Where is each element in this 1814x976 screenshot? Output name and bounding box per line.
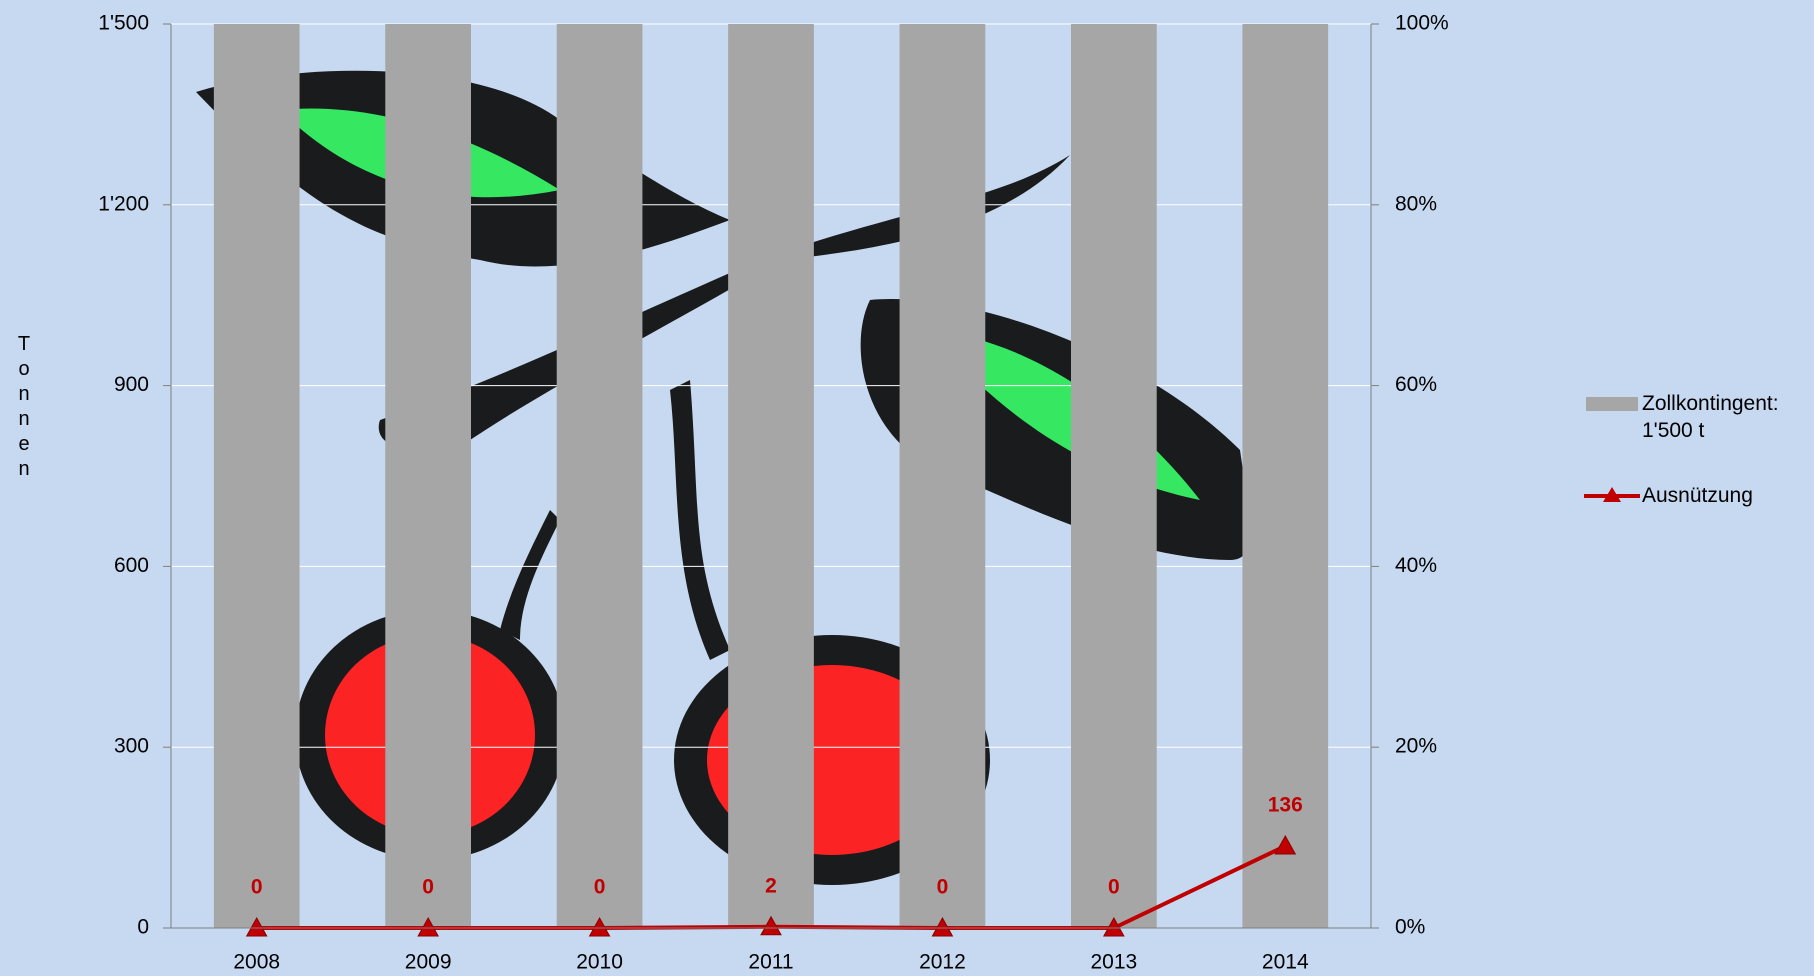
legend-symbol — [1586, 397, 1638, 411]
legend: Zollkontingent: 1'500 t Ausnützung — [1584, 390, 1812, 547]
y-tick-label: 300 — [114, 735, 149, 758]
bar — [899, 24, 986, 928]
bar — [728, 24, 814, 928]
bar — [556, 24, 643, 928]
y2-tick-label: 80% — [1395, 192, 1437, 215]
y2-tick-label: 40% — [1395, 554, 1437, 577]
marker — [931, 916, 954, 937]
y-axis-label: Tonnen — [17, 333, 31, 480]
data-label: 0 — [1108, 876, 1120, 899]
legend-marker — [1603, 487, 1621, 502]
y-tick-label: 900 — [114, 373, 149, 396]
y2-tick-label: 20% — [1395, 735, 1437, 758]
y2-tick-label: 60% — [1395, 373, 1437, 396]
bar — [385, 24, 471, 928]
data-label: 136 — [1268, 794, 1303, 817]
marker — [760, 915, 782, 936]
x-tick-label: 2009 — [405, 951, 452, 974]
bar — [1071, 24, 1157, 928]
y-tick-label: 1'200 — [98, 192, 149, 215]
x-tick-label: 2013 — [1090, 951, 1137, 974]
y2-tick-label: 100% — [1395, 12, 1449, 35]
y-tick-label: 1'500 — [98, 12, 149, 35]
data-label: 0 — [937, 876, 949, 899]
marker — [1274, 835, 1297, 855]
data-label: 0 — [594, 876, 606, 899]
data-label: 0 — [422, 876, 434, 899]
legend-label: Zollkontingent: 1'500 t — [1642, 392, 1779, 442]
x-tick-label: 2014 — [1262, 951, 1309, 974]
x-tick-label: 2010 — [576, 951, 623, 974]
x-tick-label: 2011 — [748, 951, 793, 974]
marker — [245, 916, 268, 937]
y-tick-label: 600 — [114, 554, 149, 577]
legend-item: Zollkontingent: 1'500 t — [1584, 390, 1812, 444]
legend-item: Ausnützung — [1584, 482, 1812, 509]
data-label: 0 — [251, 876, 263, 899]
marker — [588, 916, 611, 937]
marker — [1103, 916, 1125, 937]
x-tick-label: 2008 — [233, 951, 280, 974]
x-tick-label: 2012 — [919, 951, 966, 974]
bar — [1242, 24, 1329, 928]
y-tick-label: 0 — [137, 916, 149, 939]
legend-label: Ausnützung — [1642, 484, 1753, 507]
legend-swatch — [1586, 397, 1638, 411]
y2-tick-label: 0% — [1395, 916, 1425, 939]
legend-symbol — [1584, 487, 1640, 502]
bar — [213, 24, 300, 928]
marker — [417, 916, 439, 937]
data-label: 2 — [765, 874, 777, 897]
